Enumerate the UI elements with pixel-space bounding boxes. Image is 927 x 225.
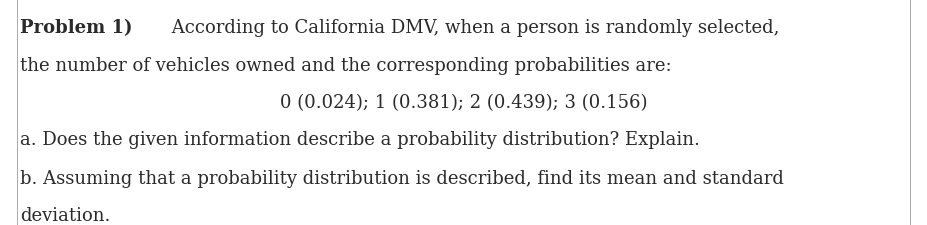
Text: the number of vehicles owned and the corresponding probabilities are:: the number of vehicles owned and the cor… bbox=[20, 57, 672, 75]
Text: According to California DMV, when a person is randomly selected,: According to California DMV, when a pers… bbox=[166, 19, 779, 37]
Text: b. Assuming that a probability distribution is described, find its mean and stan: b. Assuming that a probability distribut… bbox=[20, 170, 784, 188]
Text: a. Does the given information describe a probability distribution? Explain.: a. Does the given information describe a… bbox=[20, 131, 700, 149]
Text: deviation.: deviation. bbox=[20, 207, 110, 225]
Text: 0 (0.024); 1 (0.381); 2 (0.439); 3 (0.156): 0 (0.024); 1 (0.381); 2 (0.439); 3 (0.15… bbox=[280, 94, 647, 112]
Text: Problem 1): Problem 1) bbox=[20, 19, 133, 37]
